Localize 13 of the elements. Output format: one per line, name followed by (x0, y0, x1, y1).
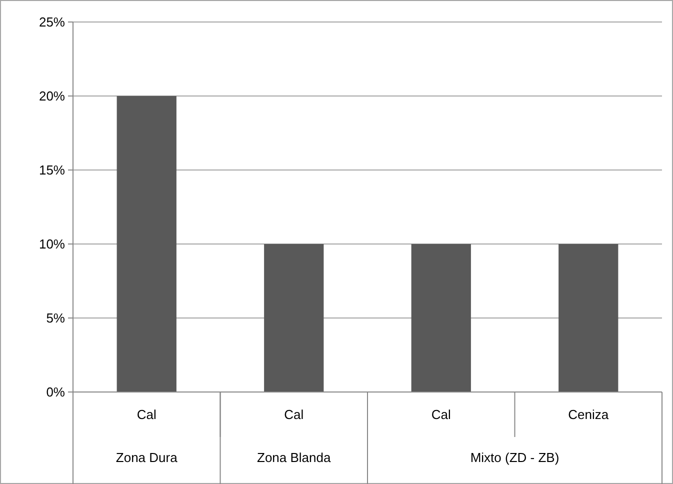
text: Zona Dura (116, 450, 178, 465)
y-tick-label: 25% (38, 14, 66, 30)
x-tick-label: Cal (284, 407, 304, 422)
y-tick-label: 0% (46, 384, 66, 400)
x-tick-label: Cal (136, 407, 156, 422)
y-tick-label: 15% (38, 162, 66, 178)
y-tick-label: 10% (38, 236, 66, 252)
y-tick-label: 20% (38, 88, 66, 104)
text: Mixto (ZD - ZB) (470, 450, 560, 465)
x-tick-label: Ceniza (568, 407, 610, 422)
y-tick-label: 5% (46, 310, 66, 326)
text: Zona Blanda (257, 450, 332, 465)
x-tick-label: Cal (431, 407, 451, 422)
